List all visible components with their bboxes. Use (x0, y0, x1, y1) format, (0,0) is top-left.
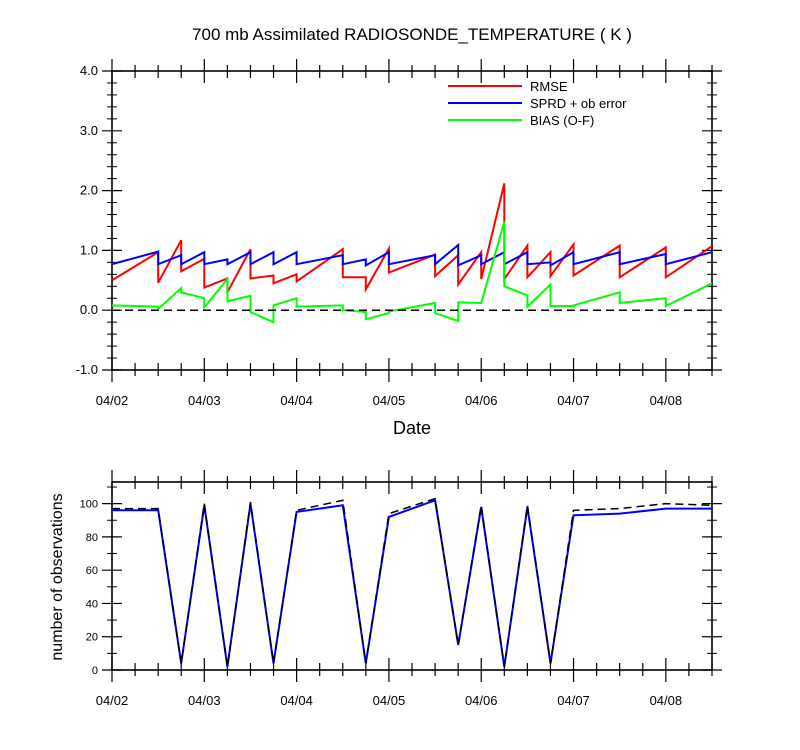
x-axis-label: Date (393, 418, 431, 438)
p1-xtick-label: 04/05 (373, 393, 406, 408)
legend: RMSE SPRD + ob error BIAS (O-F) (448, 79, 627, 128)
p1-xtick-label: 04/03 (188, 393, 221, 408)
p2-xtick-label: 04/03 (188, 693, 221, 708)
p2-ytick-label: 20 (86, 632, 98, 644)
p2-xtick-label: 04/04 (280, 693, 313, 708)
p1-series-sprd-ob-error (111, 242, 713, 268)
y-axis-label-observations: number of observations (49, 493, 66, 660)
p1-ytick-label: -1.0 (76, 362, 98, 377)
p1-xtick-label: 04/07 (557, 393, 590, 408)
p2-xtick-label: 04/02 (96, 693, 129, 708)
p2-series-observations-used (112, 498, 712, 667)
p2-ytick-label: 80 (86, 532, 98, 544)
p2-series-observations-possible (112, 497, 713, 667)
legend-label: BIAS (O-F) (530, 113, 594, 128)
p1-ytick-label: 4.0 (80, 63, 98, 78)
p1-series-bias-o-f (111, 221, 713, 324)
p1-xtick-label: 04/08 (650, 393, 683, 408)
p1-xtick-label: 04/04 (280, 393, 313, 408)
p1-ytick-label: 2.0 (80, 183, 98, 198)
p1-plot-frame (111, 70, 713, 371)
p2-ytick-label: 100 (80, 499, 98, 511)
legend-label: RMSE (530, 79, 568, 94)
p2-ytick-label: 60 (86, 565, 98, 577)
panel-observation-count: 0 20 40 60 80 100 04/02 04/03 04/04 04/05 04/06 04/… (80, 470, 722, 708)
legend-label: SPRD + ob error (530, 96, 627, 111)
p2-ytick-label: 40 (86, 598, 98, 610)
p1-xtick-label: 04/06 (465, 393, 498, 408)
panel-error-statistics: -1.0 0.0 1.0 2.0 3.0 4.0 04/02 04/03 04/04 04/05 0… (76, 59, 722, 408)
p1-ytick-label: 3.0 (80, 123, 98, 138)
p2-xtick-label: 04/08 (650, 693, 683, 708)
p2-ytick-label: 0 (92, 665, 98, 677)
p2-xtick-label: 04/06 (465, 693, 498, 708)
p2-xtick-label: 04/05 (373, 693, 406, 708)
p2-plot-frame (111, 481, 713, 671)
p2-xtick-label: 04/07 (557, 693, 590, 708)
chart-title: 700 mb Assimilated RADIOSONDE_TEMPERATUR… (192, 25, 632, 44)
p1-ytick-label: 0.0 (80, 302, 98, 317)
p1-xtick-label: 04/02 (96, 393, 129, 408)
p1-ytick-label: 1.0 (80, 242, 98, 257)
p1-series-rmse (111, 183, 713, 294)
